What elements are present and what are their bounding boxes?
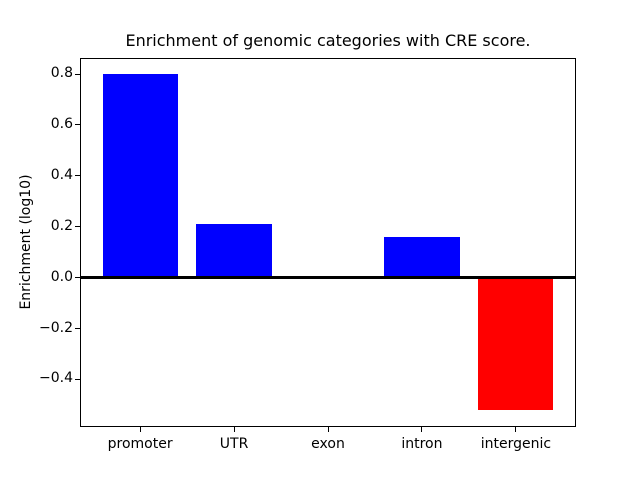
x-tick-label-UTR: UTR — [219, 436, 249, 452]
x-tick-label-intron: intron — [401, 436, 443, 452]
bar-intron — [384, 236, 460, 278]
y-tick-mark — [75, 226, 80, 228]
bar-intergenic — [478, 277, 554, 410]
x-tick-label-promoter: promoter — [107, 436, 173, 452]
bar-UTR — [196, 224, 272, 278]
y-tick-label: 0.0 — [50, 268, 73, 285]
y-tick-mark — [75, 175, 80, 177]
x-tick-mark — [421, 427, 423, 432]
chart-title: Enrichment of genomic categories with CR… — [125, 31, 531, 50]
y-tick-label: −0.4 — [39, 370, 73, 387]
y-tick-label: 0.2 — [50, 217, 73, 234]
y-tick-label: 0.4 — [50, 166, 73, 183]
x-tick-mark — [327, 427, 329, 432]
x-tick-mark — [139, 427, 141, 432]
y-tick-mark — [75, 124, 80, 126]
y-tick-label: −0.2 — [39, 319, 73, 336]
y-tick-mark — [75, 378, 80, 380]
x-tick-label-intergenic: intergenic — [480, 436, 552, 452]
bar-promoter — [102, 74, 178, 278]
zero-line — [80, 276, 576, 280]
x-tick-label-exon: exon — [311, 436, 345, 452]
y-tick-mark — [75, 73, 80, 75]
y-tick-mark — [75, 277, 80, 279]
y-tick-label: 0.8 — [50, 65, 73, 82]
y-axis-label: Enrichment (log10) — [18, 174, 34, 310]
x-tick-mark — [233, 427, 235, 432]
y-tick-label: 0.6 — [50, 115, 73, 132]
x-tick-mark — [515, 427, 517, 432]
y-tick-mark — [75, 328, 80, 329]
